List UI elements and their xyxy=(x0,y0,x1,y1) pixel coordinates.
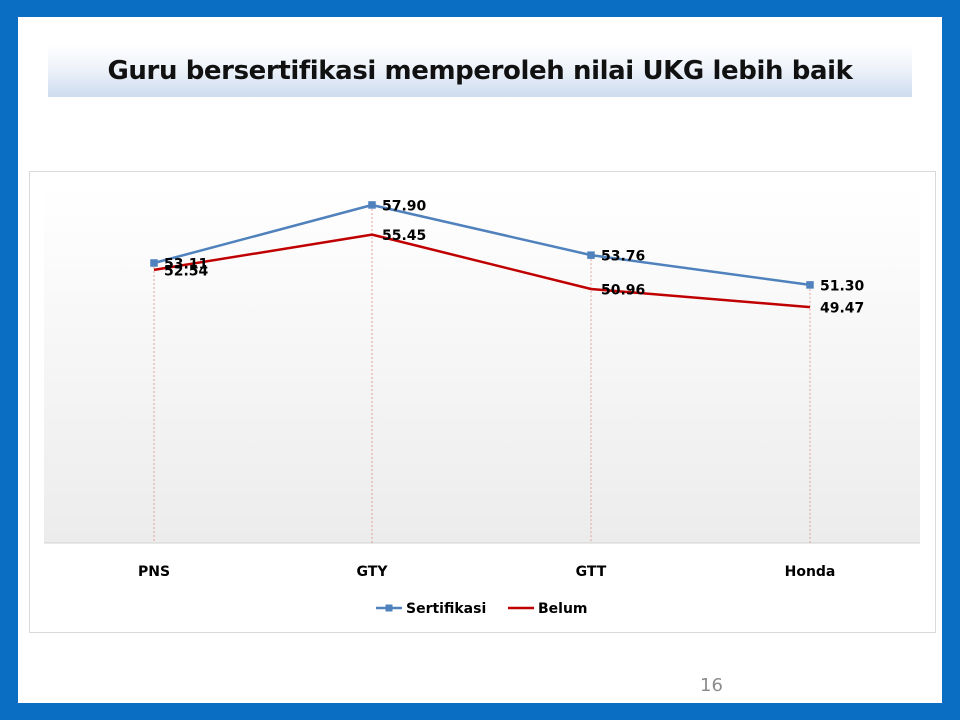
data-label: 49.47 xyxy=(820,301,864,317)
data-label: 53.76 xyxy=(601,249,645,265)
slide-title: Guru bersertifikasi memperoleh nilai UKG… xyxy=(107,56,853,86)
data-label: 52.54 xyxy=(164,263,209,279)
data-label: 51.30 xyxy=(820,278,865,294)
data-label: 50.96 xyxy=(601,283,645,299)
x-tick-label: PNS xyxy=(138,564,170,580)
chart-area: 53.11 57.90 53.76 51.30 52.54 55.45 50.96 49.47… xyxy=(29,171,936,633)
line-chart: 53.11 57.90 53.76 51.30 52.54 55.45 50.96 49.47… xyxy=(44,187,920,617)
slide: Guru bersertifikasi memperoleh nilai UKG… xyxy=(18,17,942,703)
series-line-belum xyxy=(153,233,811,309)
plot-area xyxy=(44,187,920,543)
data-label: 57.90 xyxy=(382,198,427,214)
data-point-sertifikasi xyxy=(368,201,376,209)
data-point-sertifikasi xyxy=(150,259,158,267)
legend-label-belum: Belum xyxy=(538,601,588,617)
x-tick-label: GTT xyxy=(576,564,607,580)
x-tick-label: GTY xyxy=(357,564,389,580)
series-line-sertifikasi xyxy=(153,203,811,287)
data-point-sertifikasi xyxy=(587,251,595,259)
data-label: 53.11 xyxy=(164,256,208,272)
data-label: 55.45 xyxy=(382,228,426,244)
x-tick-label: Honda xyxy=(785,564,836,580)
legend-label-sertifikasi: Sertifikasi xyxy=(406,601,486,617)
page-number: 16 xyxy=(700,675,723,696)
legend-marker-sertifikasi xyxy=(385,604,393,612)
title-bar: Guru bersertifikasi memperoleh nilai UKG… xyxy=(48,45,912,97)
data-point-sertifikasi xyxy=(806,281,814,289)
